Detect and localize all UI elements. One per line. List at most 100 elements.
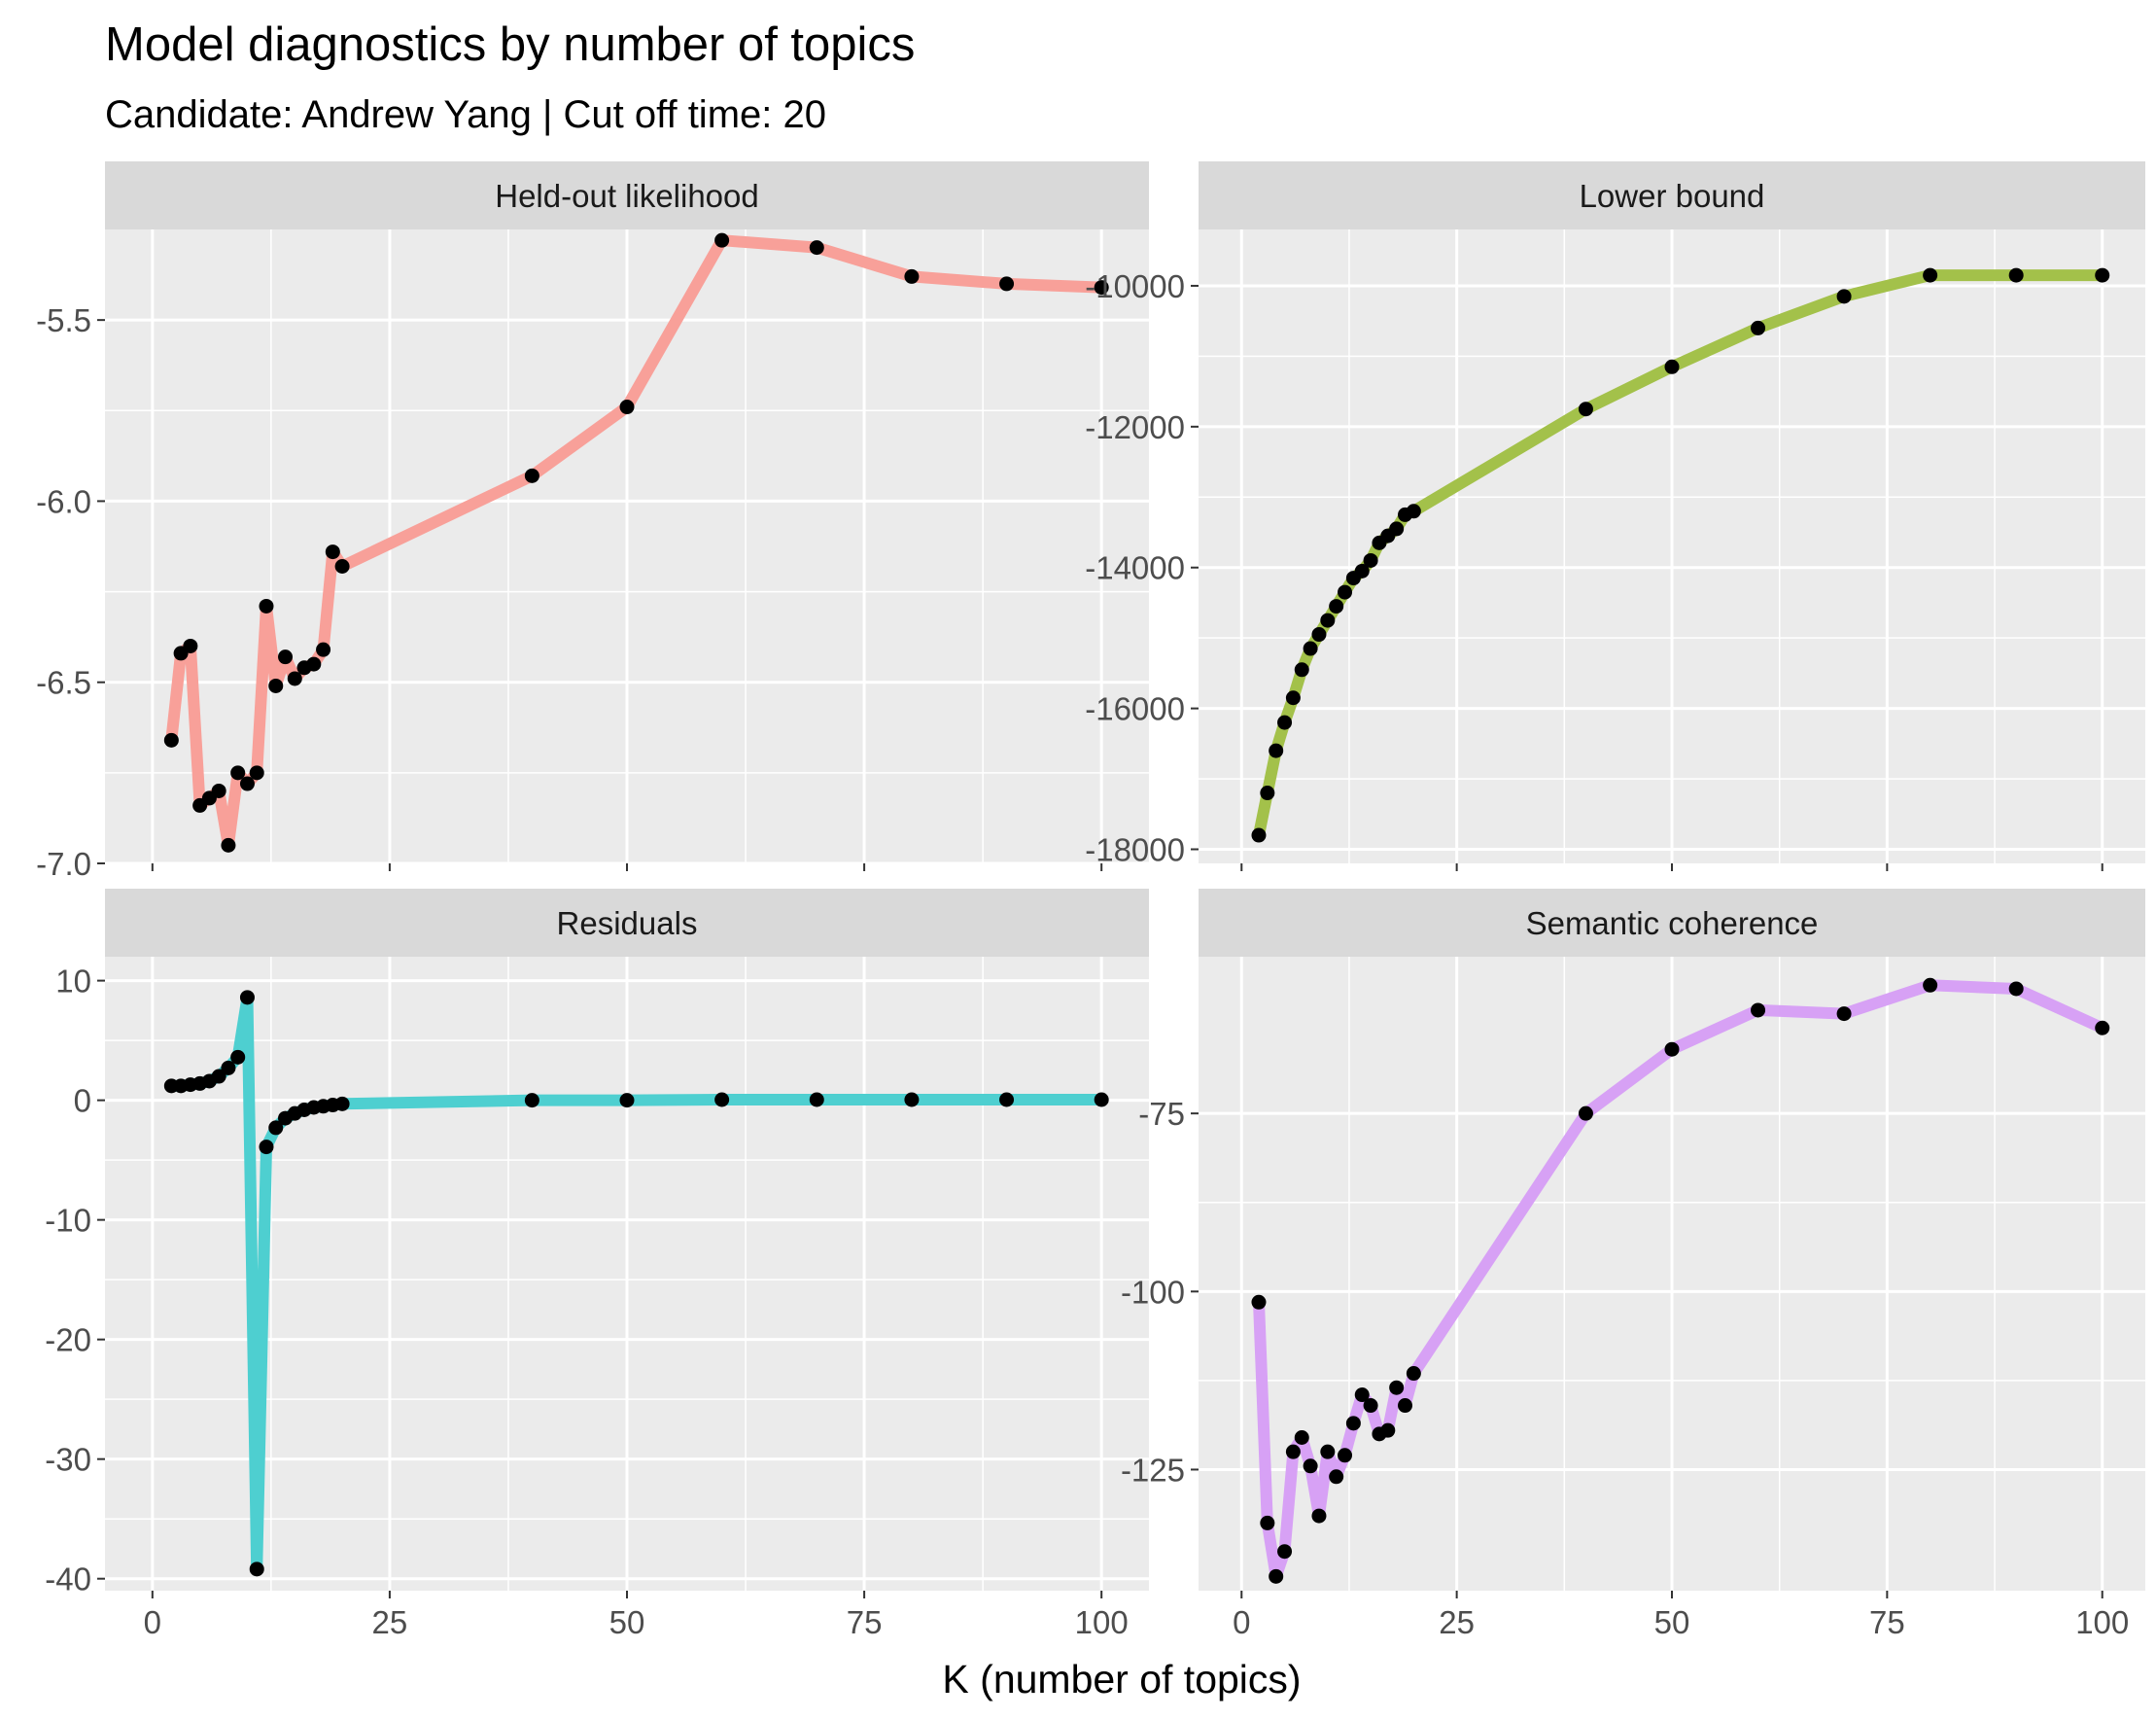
data-point — [1363, 1398, 1378, 1414]
data-point — [999, 276, 1015, 292]
data-point — [268, 678, 284, 693]
data-point — [1380, 1422, 1396, 1438]
x-tick-label: 100 — [1075, 1604, 1129, 1640]
x-tick-label: 50 — [609, 1604, 645, 1640]
y-tick-label: -14000 — [1085, 550, 1185, 586]
data-point — [1354, 563, 1370, 579]
data-point — [1269, 1568, 1284, 1584]
data-point — [1578, 402, 1593, 417]
data-point — [221, 837, 236, 853]
data-point — [249, 765, 264, 781]
data-point — [287, 671, 302, 686]
y-tick-label: -18000 — [1085, 832, 1185, 868]
y-tick-label: -20 — [45, 1322, 91, 1358]
panel-semantic-coherence: Semantic coherence -75 -100 -125 0 25 50 75 100 — [1121, 889, 2145, 1640]
data-point — [1338, 1448, 1353, 1463]
x-tick-label: 25 — [1439, 1604, 1475, 1640]
panel-held-out-likelihood: Held-out likelihood -5.5 -6.0 -6.5 -7.0 — [36, 161, 1149, 882]
x-tick-label: 75 — [847, 1604, 883, 1640]
data-point — [1398, 1398, 1413, 1414]
y-tick-label: -10 — [45, 1203, 91, 1239]
data-point — [239, 990, 255, 1005]
data-point — [259, 1140, 274, 1155]
data-point — [1251, 827, 1267, 843]
data-point — [1406, 504, 1421, 519]
y-tick-label: -40 — [45, 1561, 91, 1597]
data-point — [2095, 1020, 2110, 1035]
data-point — [1329, 1469, 1344, 1485]
data-point — [1338, 584, 1353, 600]
data-point — [1354, 1387, 1370, 1403]
data-point — [524, 1093, 539, 1108]
strip-background — [1199, 161, 2145, 229]
data-point — [316, 642, 331, 657]
y-tick-label: -6.0 — [36, 483, 91, 519]
panel-lower-bound: Lower bound -10000 -12000 -14000 -16000 -1800… — [1085, 161, 2145, 871]
x-tick-label: 50 — [1654, 1604, 1690, 1640]
data-point — [1836, 289, 1852, 304]
data-point — [2095, 267, 2110, 283]
strip-label: Lower bound — [1580, 178, 1765, 214]
data-point — [714, 232, 730, 248]
y-tick-label: -7.0 — [36, 846, 91, 882]
data-point — [524, 468, 539, 483]
data-point — [1664, 1041, 1680, 1057]
data-point — [211, 783, 226, 798]
data-point — [230, 765, 246, 781]
data-point — [1664, 359, 1680, 374]
data-point — [1260, 1515, 1275, 1530]
data-point — [1094, 1092, 1109, 1107]
y-tick-label: -16000 — [1085, 691, 1185, 727]
data-point — [1269, 743, 1284, 758]
strip-label: Semantic coherence — [1526, 905, 1819, 941]
data-point — [619, 1093, 635, 1108]
data-point — [714, 1092, 730, 1107]
y-tick-label: -100 — [1121, 1274, 1185, 1310]
data-point — [1406, 1366, 1421, 1382]
strip-background — [1199, 889, 2145, 957]
data-point — [1320, 1444, 1336, 1459]
data-point — [1345, 1416, 1361, 1431]
x-tick-label: 0 — [144, 1604, 161, 1640]
data-point — [1251, 1294, 1267, 1310]
data-point — [1329, 599, 1344, 614]
data-point — [1260, 786, 1275, 801]
data-point — [1578, 1105, 1593, 1121]
data-point — [1923, 267, 1938, 283]
data-point — [1285, 690, 1301, 706]
strip-background — [105, 889, 1149, 957]
strip-label: Held-out likelihood — [495, 178, 759, 214]
x-tick-label: 25 — [372, 1604, 408, 1640]
data-point — [904, 268, 920, 284]
data-point — [268, 1120, 284, 1136]
data-point — [1311, 1508, 1327, 1524]
data-point — [259, 598, 274, 614]
data-point — [183, 638, 198, 653]
data-point — [1389, 521, 1405, 537]
x-axis-title: K (number of topics) — [942, 1657, 1301, 1701]
data-point — [306, 656, 322, 672]
data-point — [1294, 662, 1309, 678]
data-point — [1751, 320, 1766, 335]
strip-background — [105, 161, 1149, 229]
data-point — [1311, 627, 1327, 643]
data-point — [211, 1069, 226, 1084]
y-tick-label: -12000 — [1085, 409, 1185, 445]
y-tick-label: -10000 — [1085, 268, 1185, 304]
x-tick-label: 75 — [1869, 1604, 1905, 1640]
y-tick-label: 10 — [55, 964, 91, 1000]
y-tick-label: -6.5 — [36, 665, 91, 701]
x-tick-label: 100 — [2075, 1604, 2129, 1640]
y-tick-label: 0 — [74, 1083, 91, 1119]
data-point — [230, 1049, 246, 1065]
data-point — [249, 1561, 264, 1577]
data-point — [2008, 267, 2024, 283]
data-point — [278, 649, 294, 665]
data-point — [2008, 981, 2024, 997]
chart-title: Model diagnostics by number of topics — [105, 18, 915, 71]
data-point — [325, 544, 340, 560]
data-point — [163, 732, 179, 748]
panels: Held-out likelihood -5.5 -6.0 -6.5 -7.0 Lower… — [36, 161, 2145, 1640]
data-point — [1389, 1380, 1405, 1395]
